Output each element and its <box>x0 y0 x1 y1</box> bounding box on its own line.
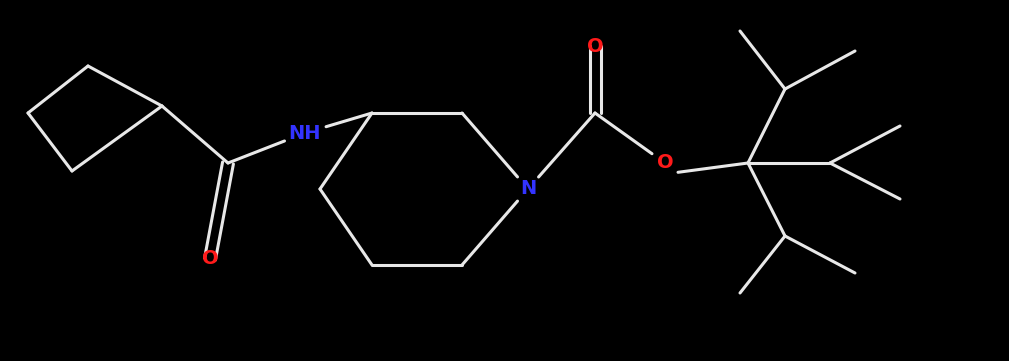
Text: O: O <box>202 249 218 269</box>
Text: NH: NH <box>289 123 321 143</box>
Text: N: N <box>520 179 536 199</box>
Text: O: O <box>586 36 603 56</box>
Text: O: O <box>657 153 673 173</box>
